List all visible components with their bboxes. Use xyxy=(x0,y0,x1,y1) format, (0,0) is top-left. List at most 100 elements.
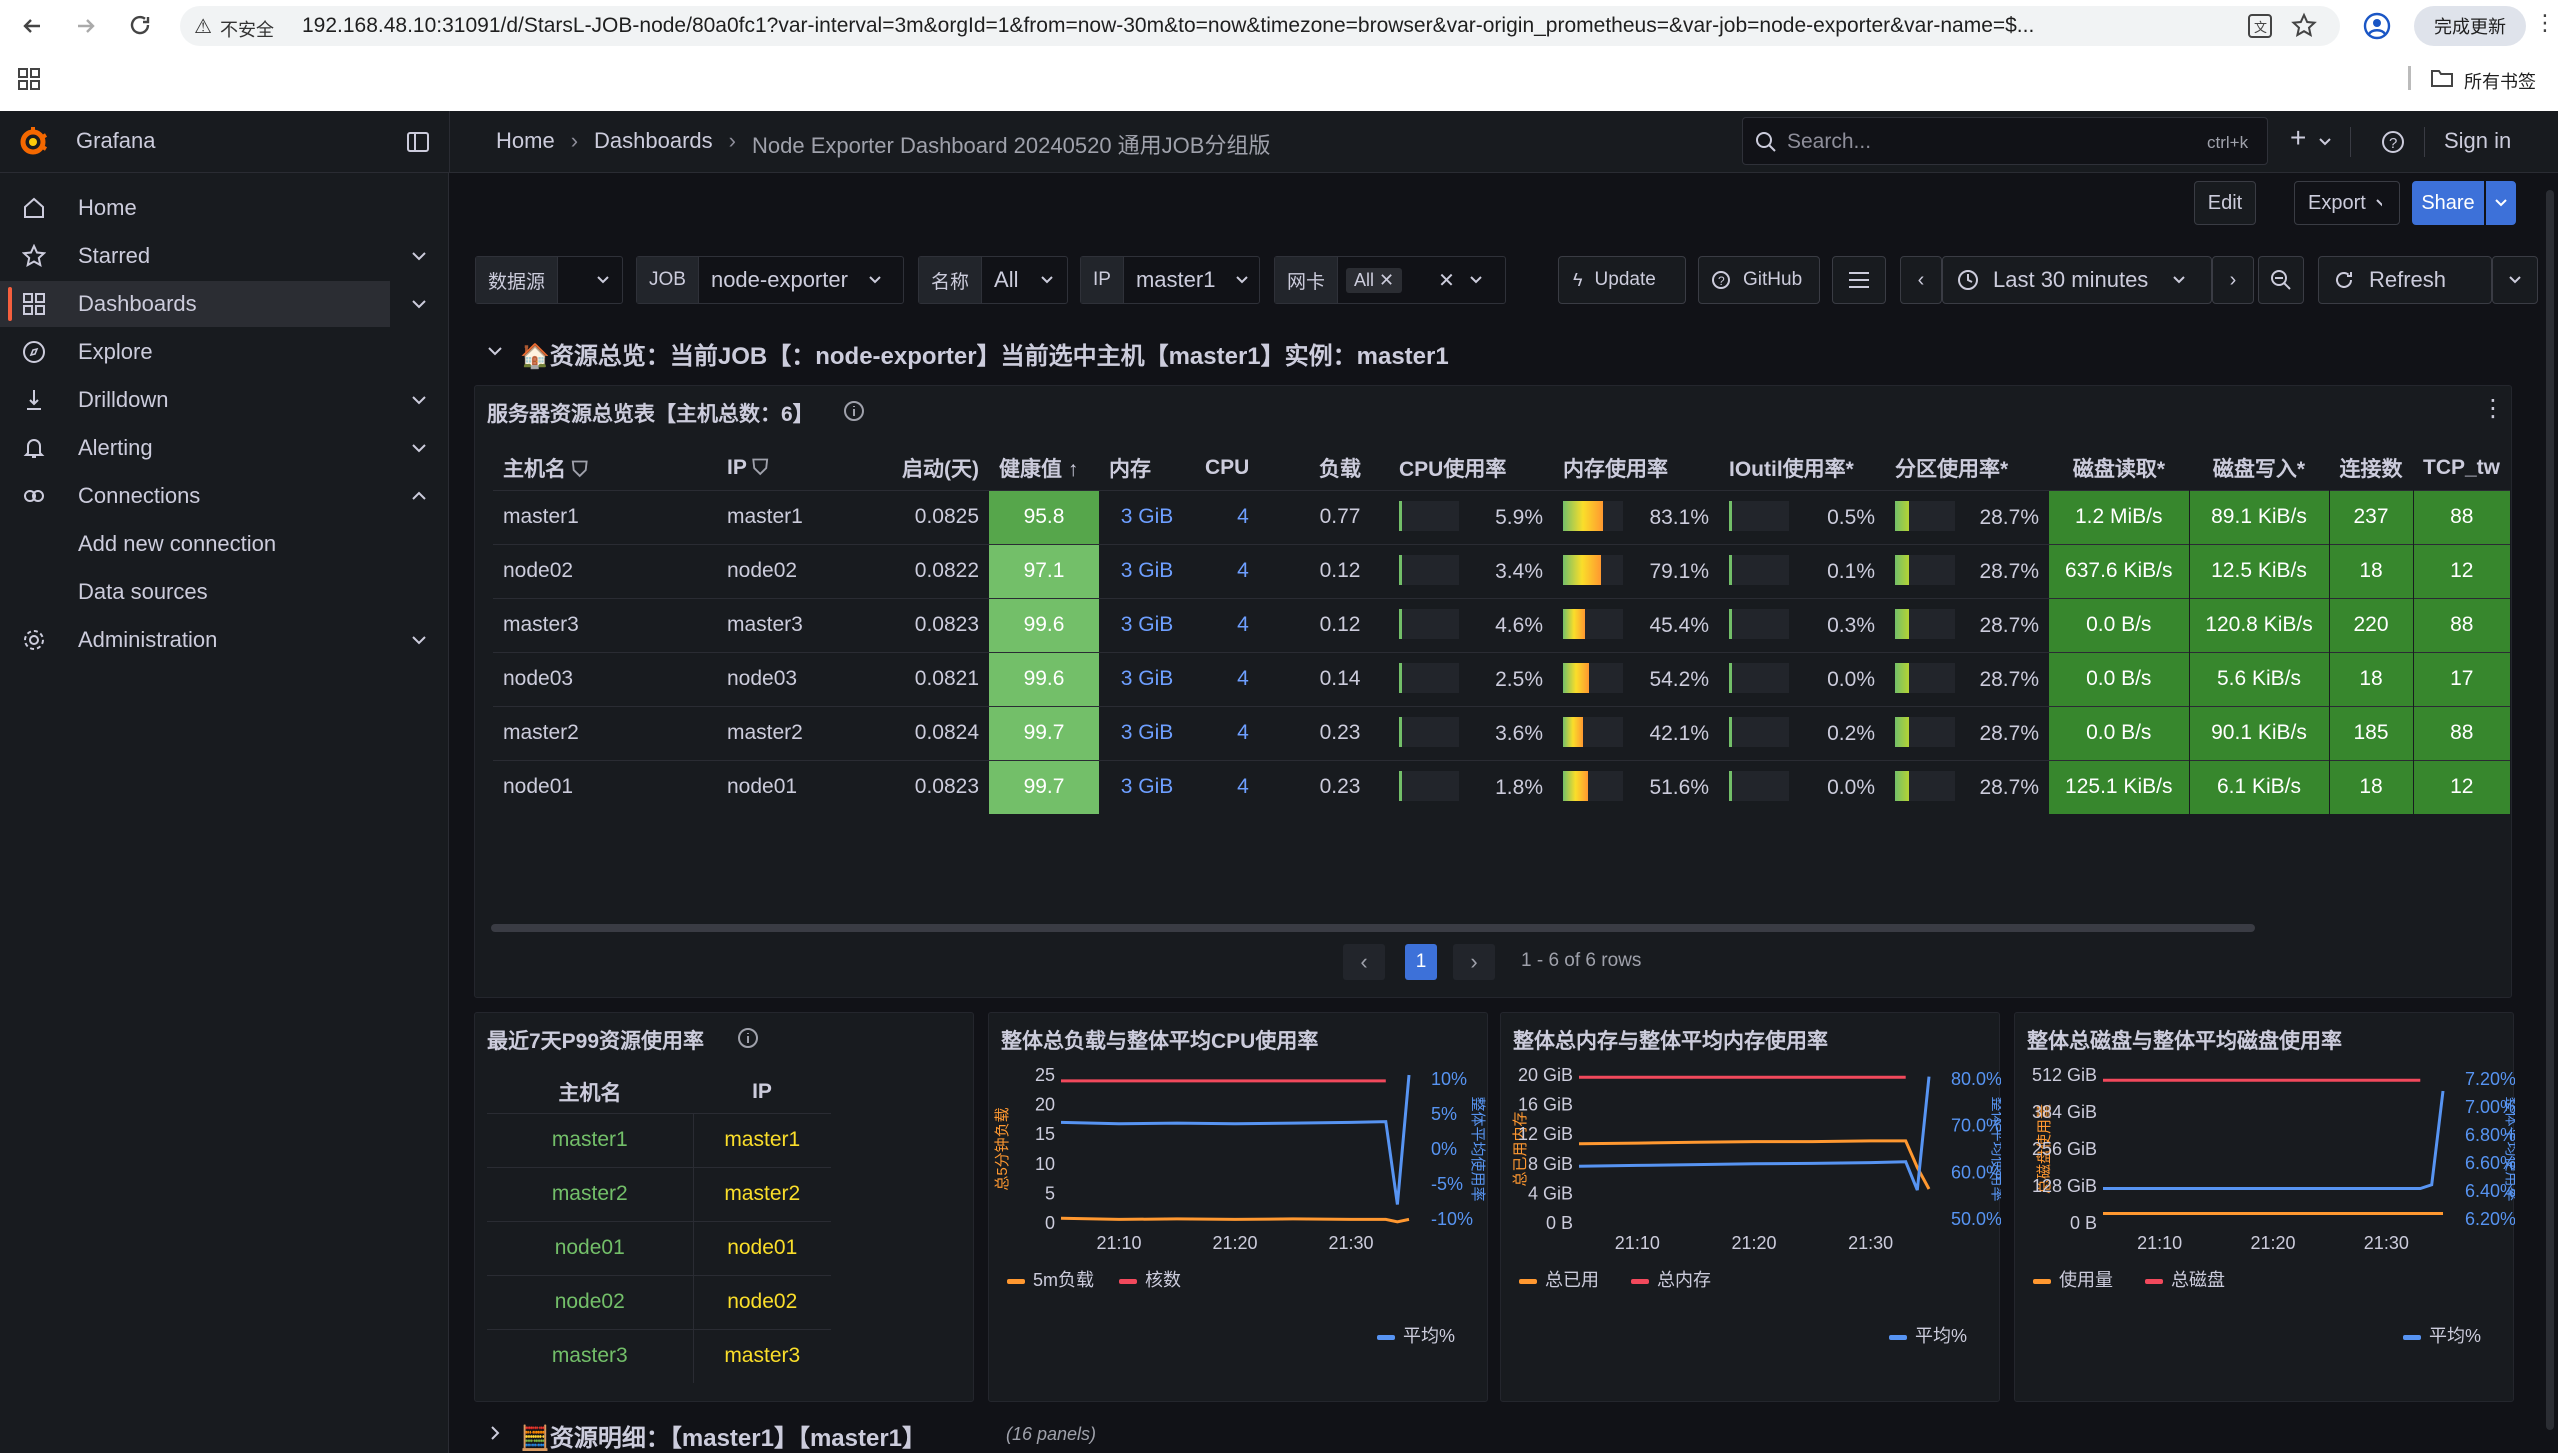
table-row[interactable]: node02 node02 0.0822 97.1 3 GiB 4 0.12 3.4% 79.1… xyxy=(493,543,2511,598)
sidebar-item-administration[interactable]: Administration xyxy=(0,617,426,663)
column-header[interactable]: 连接数 xyxy=(2339,457,2403,481)
translate-icon[interactable]: 文 xyxy=(2246,12,2274,40)
column-header[interactable]: IP xyxy=(752,1079,772,1103)
column-header[interactable]: 内存使用率 xyxy=(1563,457,1668,481)
table-row[interactable]: master3 master3 0.0823 99.6 3 GiB 4 0.12 4.6% 45… xyxy=(493,597,2511,652)
chevron-down-icon[interactable] xyxy=(408,293,430,315)
column-header[interactable]: CPU使用率 xyxy=(1399,457,1507,481)
memory-chart[interactable]: 总已用内存 整体平均使用率 20 GiB 16 GiB 12 GiB 8 GiB 4 GiB… xyxy=(1501,1057,2001,1403)
dock-menu-icon[interactable] xyxy=(406,130,430,154)
sign-in-link[interactable]: Sign in xyxy=(2444,128,2512,153)
browser-update-button[interactable]: 完成更新 xyxy=(2414,6,2526,46)
table-row[interactable]: node03 node03 0.0821 99.6 3 GiB 4 0.14 2.5% 54.2… xyxy=(493,651,2511,706)
table-row[interactable]: master2 master2 0.0824 99.7 3 GiB 4 0.23 3.6% 42… xyxy=(493,705,2511,760)
filter-icon[interactable]: ⛉ xyxy=(571,457,588,481)
add-button[interactable]: + xyxy=(2290,122,2307,153)
column-header[interactable]: 负载 xyxy=(1319,457,1361,481)
column-header[interactable]: 磁盘读取* xyxy=(2072,457,2166,481)
horizontal-scrollbar[interactable] xyxy=(491,924,2255,932)
chevron-down-icon[interactable] xyxy=(408,629,430,651)
all-bookmarks-label[interactable]: 所有书签 xyxy=(2464,72,2536,92)
time-back-button[interactable]: ‹ xyxy=(1900,256,1942,304)
url-text[interactable]: 192.168.48.10:31091/d/StarsL-JOB-node/80… xyxy=(302,14,2035,37)
profile-icon[interactable] xyxy=(2362,11,2392,41)
time-forward-button[interactable]: › xyxy=(2212,256,2254,304)
sidebar-item-dashboards[interactable]: Dashboards xyxy=(0,281,426,327)
clear-icon[interactable]: ✕ xyxy=(1438,269,1455,292)
grafana-logo-icon[interactable] xyxy=(16,125,50,159)
job-variable[interactable]: JOB node-exporter xyxy=(636,256,904,304)
row-title-overview[interactable]: 🏠资源总览：当前JOB【：node-exporter】当前选中主机【master… xyxy=(520,343,1449,370)
chevron-up-icon[interactable] xyxy=(408,485,430,507)
sidebar-item-data-sources[interactable]: Data sources xyxy=(0,569,390,615)
column-header[interactable]: 磁盘写入* xyxy=(2212,457,2306,481)
table-row[interactable]: node02 node02 xyxy=(487,1274,831,1329)
sidebar-item-alerting[interactable]: Alerting xyxy=(0,425,426,471)
name-variable[interactable]: 名称 All xyxy=(918,256,1068,304)
load-chart[interactable]: 总5分钟负载 整体平均使用率 25 20 15 10 5 0 10% 5% 0% -5% -10% 21:… xyxy=(989,1057,1489,1403)
sidebar-item-add-new-connection[interactable]: Add new connection xyxy=(0,521,390,567)
prev-page-button[interactable]: ‹ xyxy=(1343,944,1385,980)
nic-variable[interactable]: 网卡 All ✕ ✕ xyxy=(1274,256,1506,304)
menu-icon[interactable]: ⋮ xyxy=(2534,10,2556,35)
collapse-chevron-icon[interactable] xyxy=(486,342,504,360)
back-icon[interactable] xyxy=(20,14,44,38)
column-header[interactable]: 启动(天) xyxy=(902,457,979,481)
column-header[interactable]: IOutil使用率* xyxy=(1729,457,1854,481)
chevron-down-icon[interactable] xyxy=(408,245,430,267)
ip-variable[interactable]: IP master1 xyxy=(1080,256,1260,304)
column-header[interactable]: 主机名 xyxy=(558,1081,622,1105)
share-button[interactable]: Share xyxy=(2412,181,2484,225)
help-icon[interactable]: ? xyxy=(2380,129,2406,155)
refresh-button[interactable]: Refresh xyxy=(2318,256,2492,304)
chevron-down-icon[interactable] xyxy=(408,437,430,459)
sidebar-item-connections[interactable]: Connections xyxy=(0,473,426,519)
expand-chevron-icon[interactable] xyxy=(486,1424,504,1442)
reload-icon[interactable] xyxy=(128,13,154,39)
list-menu-button[interactable] xyxy=(1832,256,1886,304)
remove-chip-icon[interactable]: ✕ xyxy=(1379,269,1395,290)
table-row[interactable]: master1 master1 xyxy=(487,1112,831,1167)
sidebar-item-home[interactable]: Home xyxy=(0,185,390,231)
export-button[interactable]: Export xyxy=(2296,181,2382,225)
datasource-variable[interactable]: 数据源 xyxy=(475,256,623,304)
update-link-button[interactable]: ϟ Update xyxy=(1558,256,1686,304)
breadcrumb-dashboards[interactable]: Dashboards xyxy=(594,128,713,153)
breadcrumb-home[interactable]: Home xyxy=(496,128,555,153)
sidebar-item-explore[interactable]: Explore xyxy=(0,329,390,375)
panel-menu-icon[interactable]: ⋮ xyxy=(2481,395,2505,422)
zoom-out-button[interactable] xyxy=(2258,256,2304,304)
chevron-down-icon[interactable] xyxy=(408,389,430,411)
column-header[interactable]: CPU xyxy=(1205,455,1250,479)
table-row[interactable]: master3 master3 xyxy=(487,1328,831,1383)
share-dropdown[interactable] xyxy=(2486,181,2516,225)
apps-grid-icon[interactable] xyxy=(18,68,40,90)
time-range-picker[interactable]: Last 30 minutes xyxy=(1942,256,2212,304)
star-bookmark-icon[interactable] xyxy=(2290,12,2318,40)
column-header[interactable]: 内存 xyxy=(1109,457,1151,481)
page-scrollbar[interactable] xyxy=(2546,190,2554,1430)
edit-button[interactable]: Edit xyxy=(2194,181,2256,225)
column-header[interactable]: 主机名 ⛉ xyxy=(493,446,717,490)
chevron-down-icon[interactable] xyxy=(2318,135,2332,149)
address-bar[interactable]: ⚠ 不安全 192.168.48.10:31091/d/StarsL-JOB-n… xyxy=(180,6,2340,46)
sidebar-item-starred[interactable]: Starred xyxy=(0,233,426,279)
table-row[interactable]: node01 node01 xyxy=(487,1220,831,1275)
refresh-interval-dropdown[interactable] xyxy=(2492,256,2538,304)
filter-icon[interactable]: ⛉ xyxy=(752,455,769,479)
page-1-button[interactable]: 1 xyxy=(1405,944,1437,980)
sidebar-item-drilldown[interactable]: Drilldown xyxy=(0,377,426,423)
info-icon[interactable] xyxy=(843,400,865,422)
table-row[interactable]: master1 master1 0.0825 95.8 3 GiB 4 0.77 5.9% 83… xyxy=(493,489,2511,544)
table-row[interactable]: node01 node01 0.0823 99.7 3 GiB 4 0.23 1.8% 51.6… xyxy=(493,759,2511,814)
row-title-detail[interactable]: 🧮资源明细：【master1】【master1】 xyxy=(520,1425,927,1452)
github-link-button[interactable]: ? GitHub xyxy=(1698,256,1820,304)
column-header[interactable]: 分区使用率* xyxy=(1895,457,2009,481)
forward-icon[interactable] xyxy=(74,14,98,38)
column-header[interactable]: IP ⛉ xyxy=(717,446,885,490)
column-header[interactable]: 健康值 ↑ xyxy=(989,446,1099,490)
next-page-button[interactable]: › xyxy=(1453,944,1495,980)
info-icon[interactable] xyxy=(737,1027,759,1049)
search-input[interactable]: Search... ctrl+k xyxy=(1742,117,2268,165)
